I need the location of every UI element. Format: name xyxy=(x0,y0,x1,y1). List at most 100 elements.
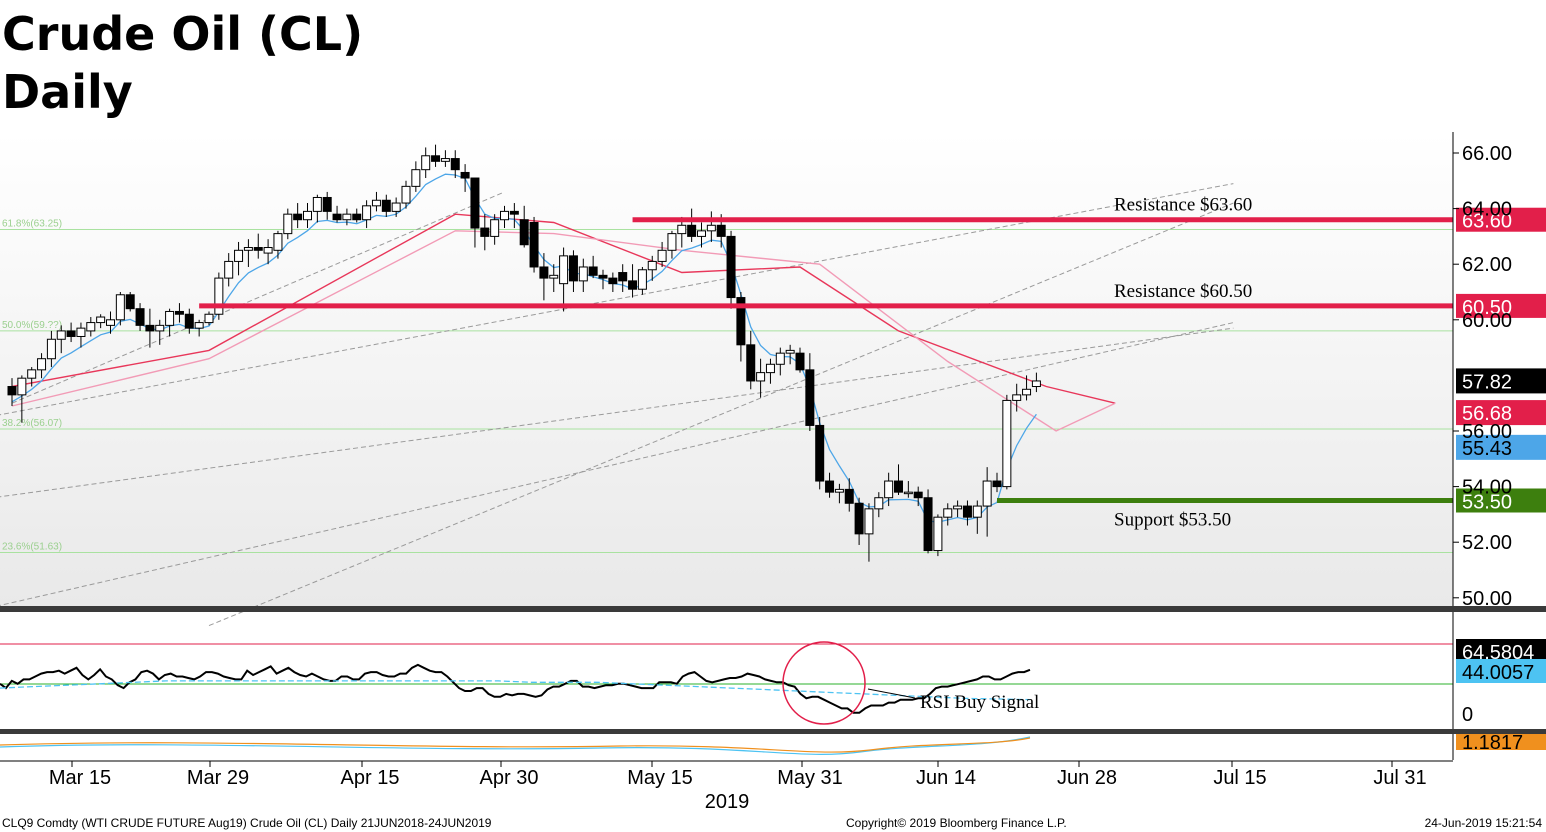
candle-body xyxy=(657,249,667,262)
candle xyxy=(115,292,125,326)
candle-body xyxy=(243,247,253,251)
indicator-tag xyxy=(1456,734,1546,750)
candle-body xyxy=(677,224,687,235)
candle-body xyxy=(825,480,835,493)
candle-body xyxy=(972,505,982,518)
candle xyxy=(795,347,805,373)
candle xyxy=(618,264,628,292)
candle-body xyxy=(17,377,27,396)
candle-body xyxy=(805,369,815,426)
candle xyxy=(894,464,903,495)
candle-body xyxy=(66,330,76,337)
y-tick-label: 52.00 xyxy=(1462,532,1512,554)
candle xyxy=(27,367,37,387)
candle-body xyxy=(982,480,992,507)
candle xyxy=(637,266,647,295)
candle-body xyxy=(539,266,549,279)
candle-body xyxy=(854,502,864,535)
x-tick-label: Mar 15 xyxy=(49,767,111,789)
candle xyxy=(1022,375,1032,401)
candle xyxy=(243,239,253,267)
y-tick-label: 62.00 xyxy=(1462,254,1512,276)
candle-body xyxy=(165,310,175,326)
candle-body xyxy=(470,177,480,229)
candle xyxy=(1012,383,1022,412)
candle-body xyxy=(421,155,431,171)
candle-body xyxy=(371,199,381,207)
candle-body xyxy=(568,255,578,282)
candle xyxy=(529,216,539,273)
candle-body xyxy=(844,488,854,504)
candle xyxy=(204,311,214,326)
x-tick-label: Apr 30 xyxy=(480,767,539,789)
candle xyxy=(805,353,815,431)
candle xyxy=(352,208,362,223)
candle-body xyxy=(46,338,56,360)
candle-body xyxy=(1012,394,1022,401)
candle xyxy=(106,311,115,334)
candle xyxy=(490,214,500,245)
candle xyxy=(982,467,992,537)
candle-body xyxy=(549,274,559,279)
candle xyxy=(785,344,795,365)
candle-body xyxy=(775,352,785,365)
candle xyxy=(165,308,175,337)
candle-body xyxy=(322,196,332,212)
rsi-annotation-arrow xyxy=(867,688,916,699)
candle xyxy=(362,200,372,229)
candle-body xyxy=(943,508,953,518)
candle-body xyxy=(746,344,756,382)
candle xyxy=(66,322,76,343)
candle-body xyxy=(765,363,775,374)
candle-body xyxy=(431,155,441,162)
candle xyxy=(953,500,963,518)
candle-body xyxy=(155,324,165,332)
candle-body xyxy=(618,272,628,282)
fib-label: 38.2%(56.07) xyxy=(2,418,62,429)
level-label: Support $53.50 xyxy=(1114,510,1231,531)
candle-body xyxy=(588,266,598,276)
candle-body xyxy=(874,497,884,510)
candle xyxy=(509,203,519,229)
candle-body xyxy=(697,230,706,237)
footer-right: 24-Jun-2019 15:21:54 xyxy=(1424,816,1542,830)
candle-body xyxy=(56,330,66,340)
candle xyxy=(500,205,509,229)
candle-body xyxy=(125,294,135,310)
x-tick-label: Jun 14 xyxy=(916,767,976,789)
candle-body xyxy=(903,491,913,495)
candle-body xyxy=(342,213,352,221)
candle xyxy=(775,347,785,376)
candle-body xyxy=(440,158,450,162)
panel-separator xyxy=(0,729,1546,734)
candle-body xyxy=(490,219,500,237)
candle xyxy=(598,269,608,290)
candle xyxy=(834,483,844,504)
candle xyxy=(667,230,677,259)
rsi-buy-circle xyxy=(782,641,866,725)
candle-body xyxy=(598,274,608,279)
fib-label: 23.6%(51.63) xyxy=(2,541,62,552)
candle xyxy=(943,503,953,526)
candle xyxy=(765,358,775,384)
rsi-y-tick-label: 0 xyxy=(1462,704,1473,726)
footer-left: CLQ9 Comdty (WTI CRUDE FUTURE Aug19) Cru… xyxy=(2,816,492,830)
candle xyxy=(628,264,638,298)
candle-body xyxy=(273,233,283,251)
candle xyxy=(913,486,923,507)
candle-body xyxy=(303,210,312,221)
candle-body xyxy=(224,260,234,279)
candle xyxy=(194,319,204,337)
candle xyxy=(46,330,56,368)
candle-body xyxy=(726,235,736,299)
candle-body xyxy=(86,322,96,332)
candle xyxy=(972,500,982,534)
candle xyxy=(746,330,756,390)
candle-body xyxy=(706,224,716,232)
candle xyxy=(844,478,854,512)
candle-body xyxy=(184,313,194,329)
candle-body xyxy=(519,219,529,246)
level-tag xyxy=(1456,488,1546,513)
candle-body xyxy=(312,196,322,212)
